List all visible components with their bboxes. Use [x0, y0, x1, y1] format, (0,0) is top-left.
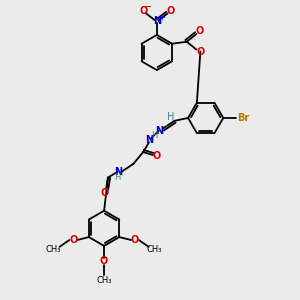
Text: H: H: [167, 112, 174, 122]
Text: O: O: [139, 7, 147, 16]
Text: O: O: [69, 235, 77, 245]
Text: O: O: [100, 256, 108, 266]
Text: O: O: [195, 26, 203, 36]
Text: H: H: [115, 173, 121, 182]
Text: Br: Br: [237, 113, 249, 123]
Text: N: N: [153, 16, 161, 26]
Text: −: −: [142, 2, 152, 12]
Text: H: H: [151, 131, 157, 140]
Text: O: O: [196, 46, 205, 56]
Text: O: O: [101, 188, 109, 198]
Text: CH₃: CH₃: [147, 245, 162, 254]
Text: O: O: [131, 235, 139, 245]
Text: O: O: [167, 7, 175, 16]
Text: O: O: [153, 151, 161, 161]
Text: CH₃: CH₃: [46, 245, 62, 254]
Text: +: +: [158, 13, 165, 22]
Text: N: N: [155, 126, 163, 136]
Text: CH₃: CH₃: [96, 276, 112, 285]
Text: N: N: [145, 135, 153, 146]
Text: N: N: [114, 167, 122, 177]
